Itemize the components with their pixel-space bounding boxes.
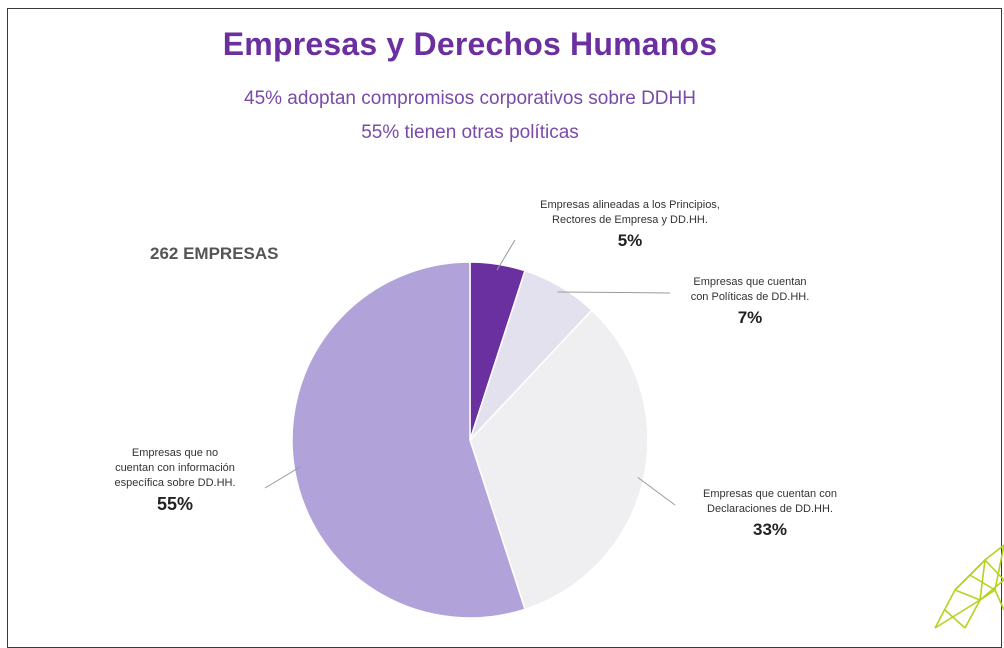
leader-line-sin-informacion (264, 466, 301, 489)
chart-title: Empresas y Derechos Humanos (222, 26, 718, 62)
slice-label-politicas-line-2: con Políticas de DD.HH. (690, 291, 810, 303)
total-companies-label: 262 EMPRESAS (150, 244, 279, 263)
slice-value-principios: 5% (617, 231, 643, 250)
slice-label-declaraciones-line-1: Empresas que cuentan con (703, 488, 837, 500)
chart-subtitle-line-2: 55% tienen otras políticas (361, 122, 579, 143)
slice-label-declaraciones-line-2: Declaraciones de DD.HH. (707, 503, 833, 515)
geometric-logo-icon (934, 544, 1004, 629)
slice-label-principios-line-1: Empresas alineadas a los Principios, (540, 199, 720, 211)
leader-line-politicas (557, 291, 671, 294)
slice-label-politicas-line-1: Empresas que cuentan (693, 276, 807, 288)
slice-label-sin-informacion-line-3: específica sobre DD.HH. (114, 477, 236, 489)
pie-leader-lines (264, 239, 676, 506)
slice-label-declaraciones: Empresas que cuentan con Declaraciones d… (670, 487, 870, 543)
slice-value-politicas: 7% (737, 308, 763, 327)
pie-slices (291, 261, 649, 619)
slice-label-politicas: Empresas que cuentan con Políticas de DD… (665, 275, 835, 331)
slice-label-principios-line-2: Rectores de Empresa y DD.HH. (552, 214, 708, 226)
slice-label-principios: Empresas alineadas a los Principios, Rec… (505, 198, 755, 254)
pie-slice-declaraciones (469, 309, 649, 611)
slice-value-declaraciones: 33% (752, 520, 788, 539)
pie-slice-sin-informacion (291, 261, 526, 619)
slice-label-sin-informacion-line-2: cuentan con información (115, 462, 235, 474)
slice-label-sin-informacion-line-1: Empresas que no (131, 447, 219, 459)
leader-line-declaraciones (637, 477, 676, 506)
chart-subtitle-line-1: 45% adoptan compromisos corporativos sob… (244, 88, 696, 109)
pie-chart (264, 239, 676, 619)
slice-label-sin-informacion: Empresas que no cuentan con información … (95, 446, 255, 517)
leader-line-principios (496, 239, 516, 271)
slice-value-sin-informacion: 55% (156, 494, 194, 514)
